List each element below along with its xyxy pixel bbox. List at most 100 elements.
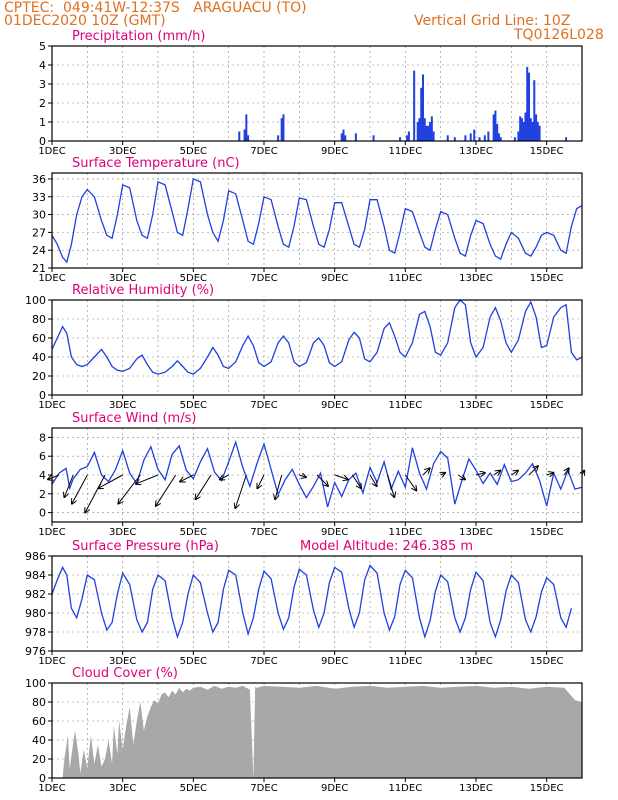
- precip-bar: [446, 135, 449, 141]
- precip-bar: [536, 122, 539, 141]
- y-tick-label: 60: [32, 715, 46, 728]
- wind-arrow: [369, 474, 377, 486]
- x-tick-label: 3DEC: [109, 400, 136, 411]
- x-tick-label: 7DEC: [250, 527, 277, 538]
- precip-bar: [427, 125, 430, 141]
- precip-bar: [538, 125, 541, 141]
- precip-bar: [492, 114, 495, 141]
- precip-bar: [487, 131, 490, 141]
- panel-title: Surface Pressure (hPa): [72, 539, 219, 554]
- wind-arrow: [220, 475, 229, 479]
- panel-frame: [51, 682, 583, 779]
- y-tick-label: 978: [25, 626, 46, 639]
- x-tick-label: 1DEC: [38, 783, 65, 794]
- grid-note: Vertical Grid Line: 10Z: [414, 13, 571, 29]
- x-tick-label: 9DEC: [321, 527, 348, 538]
- precip-bar: [430, 116, 433, 141]
- wind-arrow: [316, 474, 328, 486]
- panel-2: 21 24 27 30 33 36 1DEC 3DEC 5DEC 7DEC 9DEC 11DEC 13D…: [32, 156, 583, 284]
- panel-5: 976 978 980 982 984 986 1DEC 3DEC 5DEC 7DEC 9DEC 11…: [25, 539, 583, 667]
- wind-arrow: [334, 474, 348, 479]
- y-tick-label: 4: [39, 469, 46, 482]
- x-tick-label: 5DEC: [180, 273, 207, 284]
- x-tick-label: 5DEC: [180, 400, 207, 411]
- y-tick-label: 0: [39, 389, 46, 402]
- wind-arrow: [422, 468, 430, 476]
- precip-bar: [497, 133, 500, 141]
- wind-arrow: [136, 474, 159, 484]
- y-tick-label: 40: [32, 351, 46, 364]
- x-tick-label: 5DEC: [180, 527, 207, 538]
- x-tick-label: 1DEC: [38, 400, 65, 411]
- wind-arrow: [196, 474, 212, 499]
- series-line: [51, 177, 583, 264]
- y-tick-label: 986: [25, 550, 46, 563]
- wind-arrow: [404, 474, 416, 490]
- x-tick-label: 1DEC: [38, 527, 65, 538]
- x-tick-label: 11DEC: [388, 146, 422, 157]
- y-tick-label: 30: [32, 209, 46, 222]
- panel-frame: [51, 299, 583, 396]
- precip-bar: [478, 137, 481, 141]
- wind-arrow: [85, 474, 106, 512]
- wind-arrow: [441, 473, 445, 475]
- x-tick-label: 11DEC: [388, 527, 422, 538]
- precip-bar: [243, 129, 246, 141]
- y-tick-label: 20: [32, 753, 46, 766]
- y-tick-label: 3: [39, 78, 46, 91]
- series-line: [51, 299, 583, 375]
- x-tick-label: 7DEC: [250, 783, 277, 794]
- precip-bar: [429, 122, 432, 141]
- x-tick-label: 9DEC: [321, 783, 348, 794]
- precip-bar: [422, 74, 424, 141]
- x-tick-label: 15DEC: [530, 273, 564, 284]
- y-tick-label: 21: [32, 262, 46, 275]
- wind-arrow: [156, 474, 177, 506]
- x-tick-label: 15DEC: [530, 527, 564, 538]
- y-tick-label: 60: [32, 332, 46, 345]
- panel-frame: [51, 555, 583, 652]
- precip-bar: [282, 114, 285, 141]
- panel-6: 0 20 40 60 80 100 1DEC 3DEC 5DEC 7DEC 9DEC 11DEC 13D…: [25, 666, 583, 794]
- precip-bar: [522, 122, 525, 141]
- x-tick-label: 11DEC: [388, 400, 422, 411]
- x-tick-label: 3DEC: [109, 273, 136, 284]
- precip-bar: [483, 135, 486, 141]
- wind-arrow: [475, 473, 485, 475]
- x-tick-label: 9DEC: [321, 400, 348, 411]
- panel-3: 0 20 40 60 80 100 1DEC 3DEC 5DEC 7DEC 9DEC 11DEC 13D…: [25, 283, 583, 411]
- y-tick-label: 100: [25, 294, 46, 307]
- x-tick-label: 13DEC: [459, 400, 493, 411]
- precip-bar: [280, 118, 283, 141]
- precip-bar: [513, 137, 516, 141]
- y-tick-label: 20: [32, 370, 46, 383]
- model-code: TQ0126L028: [514, 27, 604, 43]
- precip-bar: [464, 135, 467, 141]
- panel-title: Surface Temperature (nC): [72, 156, 240, 171]
- y-tick-label: 40: [32, 734, 46, 747]
- x-tick-label: 9DEC: [321, 273, 348, 284]
- precip-bar: [407, 131, 410, 141]
- wind-arrow: [64, 474, 74, 497]
- precip-bar: [342, 129, 345, 141]
- precip-bar: [517, 131, 520, 141]
- wind-arrow: [299, 475, 306, 477]
- x-tick-label: 15DEC: [530, 146, 564, 157]
- precip-bar: [432, 131, 435, 141]
- x-tick-label: 11DEC: [388, 656, 422, 667]
- panel-title: Cloud Cover (%): [72, 666, 178, 681]
- precip-bar: [533, 80, 536, 141]
- y-tick-label: 0: [39, 135, 46, 148]
- x-tick-label: 7DEC: [250, 656, 277, 667]
- panel-annotation: Model Altitude: 246.385 m: [300, 539, 473, 554]
- x-tick-label: 5DEC: [180, 783, 207, 794]
- panel-4: 0 2 4 6 8 1DEC 3DEC 5DEC 7DEC 9DEC 11DEC 13DEC 15DEC…: [38, 411, 584, 538]
- run-date: 01DEC2020 10Z (GMT): [4, 13, 166, 29]
- x-tick-label: 9DEC: [321, 656, 348, 667]
- wind-arrow: [98, 474, 123, 488]
- x-tick-label: 15DEC: [530, 400, 564, 411]
- y-tick-label: 33: [32, 191, 46, 204]
- precip-bar: [524, 112, 527, 141]
- wind-arrow: [493, 471, 501, 475]
- y-tick-label: 0: [39, 772, 46, 785]
